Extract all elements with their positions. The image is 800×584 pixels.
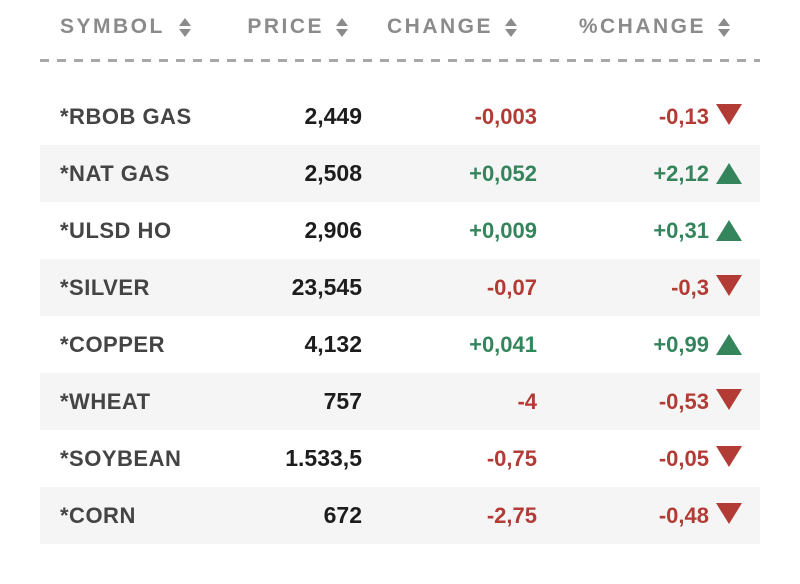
sort-icon <box>178 17 191 37</box>
price-value: 672 <box>323 502 362 528</box>
percent-change-cell: +2,12 <box>537 161 760 187</box>
table-row[interactable]: *COPPER 4,132 +0,041 +0,99 <box>40 316 760 373</box>
table-header-row: SYMBOL PRICE CHANGE %CHANGE <box>40 0 760 54</box>
column-header-price-label: PRICE <box>247 15 324 38</box>
change-value: -4 <box>517 388 537 414</box>
price-value: 4,132 <box>304 331 362 357</box>
column-header-change-label: CHANGE <box>386 15 493 38</box>
symbol-label: *ULSD HO <box>60 217 172 243</box>
trend-up-icon <box>716 334 742 355</box>
change-value: +0,009 <box>469 217 537 243</box>
price-value: 23,545 <box>291 274 362 300</box>
change-value: +0,052 <box>469 160 537 186</box>
price-value: 757 <box>323 388 362 414</box>
percent-change-cell: -0,53 <box>537 389 760 415</box>
trend-down-icon <box>716 389 742 410</box>
commodities-table: SYMBOL PRICE CHANGE %CHANGE *RBOB GAS <box>0 0 800 544</box>
price-value: 2,449 <box>304 103 362 129</box>
percent-change-value: -0,53 <box>658 388 709 414</box>
symbol-label: *SILVER <box>60 274 150 300</box>
table-row[interactable]: *CORN 672 -2,75 -0,48 <box>40 487 760 544</box>
column-header-symbol[interactable]: SYMBOL <box>40 15 255 39</box>
trend-up-icon <box>716 220 742 241</box>
symbol-label: *CORN <box>60 502 136 528</box>
symbol-label: *RBOB GAS <box>60 103 192 129</box>
column-header-percent-change[interactable]: %CHANGE <box>537 15 760 39</box>
percent-change-value: -0,05 <box>658 445 709 471</box>
percent-change-cell: -0,13 <box>537 104 760 130</box>
trend-down-icon <box>716 503 742 524</box>
percent-change-value: -0,3 <box>671 274 709 300</box>
change-value: -0,003 <box>474 103 537 129</box>
sort-icon <box>336 17 348 37</box>
table-row[interactable]: *ULSD HO 2,906 +0,009 +0,31 <box>40 202 760 259</box>
percent-change-value: -0,48 <box>658 502 709 528</box>
percent-change-value: -0,13 <box>658 103 709 129</box>
sort-icon <box>718 17 730 37</box>
trend-down-icon <box>716 275 742 296</box>
sort-icon <box>505 17 517 37</box>
price-value: 2,906 <box>304 217 362 243</box>
column-header-percent-change-label: %CHANGE <box>578 15 706 38</box>
symbol-label: *WHEAT <box>60 388 151 414</box>
change-value: -0,07 <box>486 274 537 300</box>
table-row[interactable]: *WHEAT 757 -4 -0,53 <box>40 373 760 430</box>
percent-change-cell: -0,3 <box>537 275 760 301</box>
percent-change-value: +0,31 <box>653 217 709 243</box>
table-row[interactable]: *NAT GAS 2,508 +0,052 +2,12 <box>40 145 760 202</box>
table-row[interactable]: *RBOB GAS 2,449 -0,003 -0,13 <box>40 88 760 145</box>
trend-up-icon <box>716 163 742 184</box>
table-row[interactable]: *SILVER 23,545 -0,07 -0,3 <box>40 259 760 316</box>
trend-down-icon <box>716 104 742 125</box>
change-value: +0,041 <box>469 331 537 357</box>
percent-change-cell: -0,48 <box>537 503 760 529</box>
table-row[interactable]: *SOYBEAN 1.533,5 -0,75 -0,05 <box>40 430 760 487</box>
trend-down-icon <box>716 446 742 467</box>
header-divider <box>40 59 760 62</box>
table-body: *RBOB GAS 2,449 -0,003 -0,13 *NAT GAS 2,… <box>0 88 800 544</box>
percent-change-value: +2,12 <box>653 160 709 186</box>
symbol-label: *COPPER <box>60 331 165 357</box>
symbol-label: *NAT GAS <box>60 160 170 186</box>
percent-change-value: +0,99 <box>653 331 709 357</box>
symbol-label: *SOYBEAN <box>60 445 182 471</box>
price-value: 1.533,5 <box>285 445 362 471</box>
change-value: -0,75 <box>486 445 537 471</box>
percent-change-cell: +0,99 <box>537 332 760 358</box>
price-value: 2,508 <box>304 160 362 186</box>
column-header-change[interactable]: CHANGE <box>362 15 537 39</box>
column-header-price[interactable]: PRICE <box>247 15 362 39</box>
change-value: -2,75 <box>486 502 537 528</box>
column-header-symbol-label: SYMBOL <box>60 15 165 38</box>
percent-change-cell: -0,05 <box>537 446 760 472</box>
percent-change-cell: +0,31 <box>537 218 760 244</box>
